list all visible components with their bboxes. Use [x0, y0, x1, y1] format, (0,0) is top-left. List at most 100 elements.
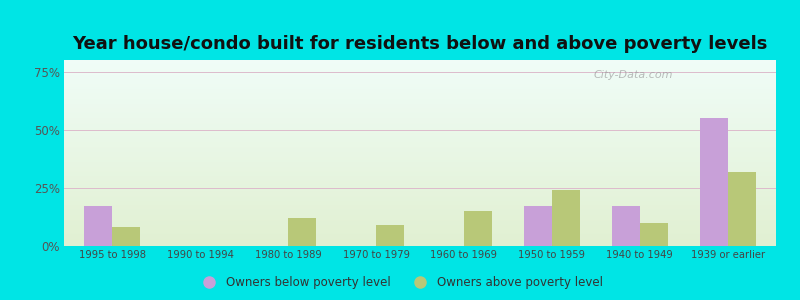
Bar [64, 188, 776, 189]
Bar [64, 98, 776, 99]
Bar [64, 162, 776, 163]
Bar [64, 228, 776, 229]
Bar [64, 154, 776, 155]
Bar [64, 106, 776, 107]
Bar [64, 174, 776, 175]
Bar [64, 100, 776, 101]
Bar [64, 70, 776, 71]
Bar [64, 223, 776, 224]
Bar [64, 124, 776, 125]
Bar [64, 110, 776, 111]
Bar [64, 144, 776, 145]
Bar [64, 167, 776, 168]
Bar [64, 116, 776, 117]
Bar [64, 165, 776, 166]
Bar [64, 160, 776, 161]
Bar [64, 220, 776, 221]
Bar [64, 94, 776, 95]
Bar [64, 237, 776, 238]
Bar [464, 211, 492, 246]
Bar [64, 164, 776, 165]
Bar [64, 128, 776, 129]
Bar [64, 79, 776, 80]
Bar [64, 158, 776, 159]
Bar [64, 117, 776, 118]
Bar [64, 102, 776, 103]
Bar [524, 206, 552, 246]
Legend: Owners below poverty level, Owners above poverty level: Owners below poverty level, Owners above… [193, 272, 607, 294]
Bar [64, 126, 776, 127]
Bar [64, 197, 776, 198]
Bar [612, 206, 640, 246]
Bar [64, 103, 776, 104]
Bar [64, 193, 776, 194]
Bar [64, 238, 776, 239]
Bar [64, 63, 776, 64]
Bar [64, 200, 776, 201]
Bar [64, 125, 776, 126]
Bar [64, 119, 776, 120]
Bar [64, 198, 776, 199]
Bar [552, 190, 580, 246]
Bar [64, 180, 776, 181]
Bar [64, 191, 776, 192]
Title: Year house/condo built for residents below and above poverty levels: Year house/condo built for residents bel… [72, 35, 768, 53]
Bar [64, 120, 776, 121]
Bar [64, 229, 776, 230]
Bar [64, 87, 776, 88]
Bar [64, 190, 776, 191]
Bar [64, 172, 776, 173]
Bar [64, 135, 776, 136]
Bar [64, 90, 776, 91]
Bar [64, 114, 776, 115]
Bar [64, 224, 776, 225]
Bar [64, 123, 776, 124]
Bar [64, 142, 776, 143]
Bar [64, 159, 776, 160]
Bar [64, 92, 776, 93]
Bar [64, 96, 776, 97]
Bar [64, 62, 776, 63]
Bar [64, 88, 776, 89]
Bar [64, 166, 776, 167]
Bar [64, 64, 776, 65]
Bar [64, 206, 776, 207]
Bar [64, 219, 776, 220]
Bar [64, 109, 776, 110]
Bar [64, 187, 776, 188]
Bar [640, 223, 668, 246]
Bar [64, 84, 776, 85]
Bar [64, 199, 776, 200]
Bar [84, 206, 112, 246]
Bar [288, 218, 316, 246]
Bar [64, 149, 776, 150]
Bar [64, 130, 776, 131]
Bar [64, 213, 776, 214]
Bar [64, 215, 776, 216]
Bar [64, 99, 776, 100]
Bar [64, 202, 776, 203]
Bar [64, 129, 776, 130]
Bar [64, 195, 776, 196]
Bar [64, 122, 776, 123]
Bar [64, 182, 776, 183]
Bar [112, 227, 141, 246]
Bar [64, 208, 776, 209]
Bar [64, 118, 776, 119]
Bar [64, 115, 776, 116]
Bar [64, 241, 776, 242]
Bar [64, 85, 776, 86]
Bar [64, 170, 776, 171]
Bar [728, 172, 756, 246]
Bar [64, 207, 776, 208]
Bar [64, 243, 776, 244]
Bar [64, 61, 776, 62]
Bar [64, 204, 776, 205]
Bar [64, 151, 776, 152]
Bar [64, 217, 776, 218]
Bar [64, 177, 776, 178]
Bar [64, 134, 776, 135]
Bar [64, 157, 776, 158]
Bar [64, 232, 776, 233]
Bar [64, 242, 776, 243]
